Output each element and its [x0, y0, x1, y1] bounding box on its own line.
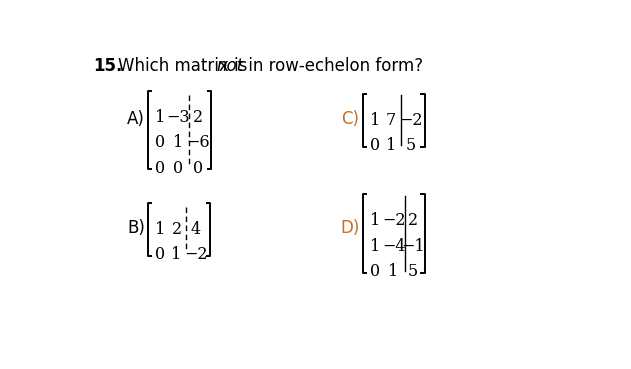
Text: B): B): [127, 219, 144, 237]
Text: not: not: [217, 57, 244, 75]
Text: 0: 0: [193, 160, 203, 177]
Text: 0: 0: [370, 137, 380, 154]
Text: 1: 1: [173, 134, 183, 151]
Text: 1: 1: [155, 221, 165, 238]
Text: −4: −4: [382, 238, 405, 255]
Text: in row-echelon form?: in row-echelon form?: [243, 57, 423, 75]
Text: −2: −2: [382, 213, 405, 230]
Text: C): C): [341, 110, 359, 128]
Text: 2: 2: [408, 213, 418, 230]
Text: 2: 2: [172, 221, 182, 238]
Text: 5: 5: [408, 263, 418, 280]
Text: 0: 0: [155, 134, 165, 151]
Text: D): D): [341, 219, 360, 237]
Text: 1: 1: [172, 246, 182, 263]
Text: 1: 1: [389, 263, 399, 280]
Text: 1: 1: [370, 213, 380, 230]
Text: −3: −3: [166, 109, 190, 126]
Text: 15.: 15.: [93, 57, 122, 75]
Text: 0: 0: [155, 246, 165, 263]
Text: Which matrix is: Which matrix is: [117, 57, 252, 75]
Text: 1: 1: [386, 137, 396, 154]
Text: −1: −1: [401, 238, 425, 255]
Text: 0: 0: [370, 263, 380, 280]
Text: 0: 0: [155, 160, 165, 177]
Text: −2: −2: [399, 111, 422, 128]
Text: −2: −2: [184, 246, 208, 263]
Text: 0: 0: [173, 160, 183, 177]
Text: 1: 1: [155, 109, 165, 126]
Text: 5: 5: [406, 137, 416, 154]
Text: A): A): [127, 110, 144, 128]
Text: 1: 1: [370, 238, 380, 255]
Text: −6: −6: [186, 134, 210, 151]
Text: 1: 1: [370, 111, 380, 128]
Text: 4: 4: [191, 221, 201, 238]
Text: 2: 2: [193, 109, 203, 126]
Text: 7: 7: [386, 111, 396, 128]
